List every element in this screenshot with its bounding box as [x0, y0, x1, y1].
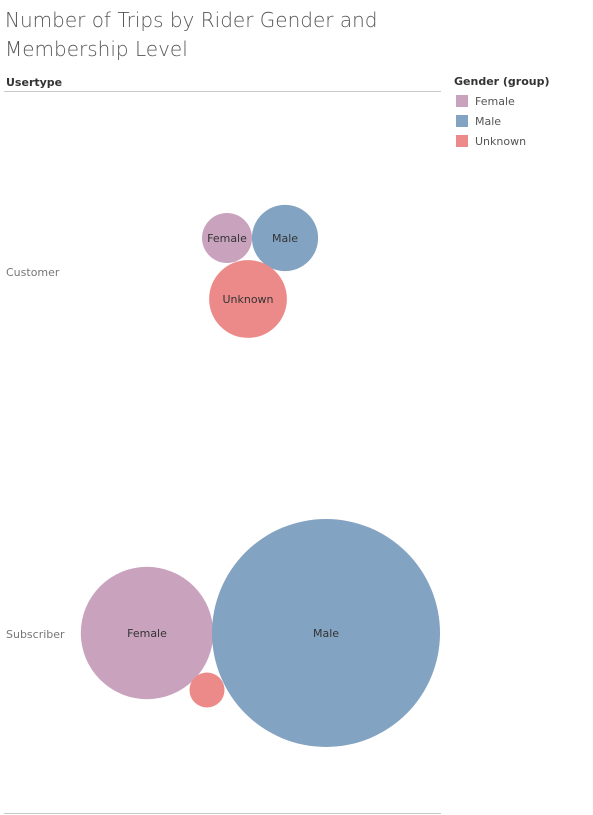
bubble-label-customer-female: Female [207, 232, 247, 245]
bubble-subscriber-male[interactable] [212, 519, 440, 747]
row-label-subscriber: Subscriber [6, 628, 65, 641]
legend-label-unknown: Unknown [475, 134, 527, 148]
legend-item-unknown[interactable]: Unknown [454, 131, 550, 151]
bubble-customer-unknown[interactable] [209, 260, 287, 338]
legend-swatch-male [456, 115, 468, 127]
row-label-customer: Customer [6, 266, 60, 279]
bubble-label-customer-unknown: Unknown [222, 293, 273, 306]
legend-swatch-unknown [456, 135, 468, 147]
legend-item-female[interactable]: Female [454, 91, 550, 111]
bubble-label-subscriber-male: Male [313, 627, 339, 640]
legend-label-male: Male [475, 114, 502, 128]
bubble-customer-male[interactable] [251, 204, 319, 272]
header-divider [4, 91, 441, 92]
legend-swatch-female [456, 95, 468, 107]
legend-title: Gender (group) [454, 75, 550, 88]
legend-item-male[interactable]: Male [454, 111, 550, 131]
bubble-subscriber-unknown[interactable] [189, 672, 225, 708]
legend-label-female: Female [475, 94, 515, 108]
bubble-label-customer-male: Male [272, 232, 298, 245]
bubble-subscriber-female[interactable] [80, 566, 214, 700]
bubble-plot: Female Male Unknown Female Male [80, 204, 440, 747]
legend: Gender (group) Female Male Unknown [454, 75, 550, 151]
bubble-label-subscriber-female: Female [127, 627, 167, 640]
bubble-customer-female[interactable] [202, 213, 252, 263]
bottom-divider [4, 813, 441, 814]
column-header: Usertype [6, 76, 63, 89]
chart-title: Number of Trips by Rider Gender and Memb… [5, 8, 378, 61]
